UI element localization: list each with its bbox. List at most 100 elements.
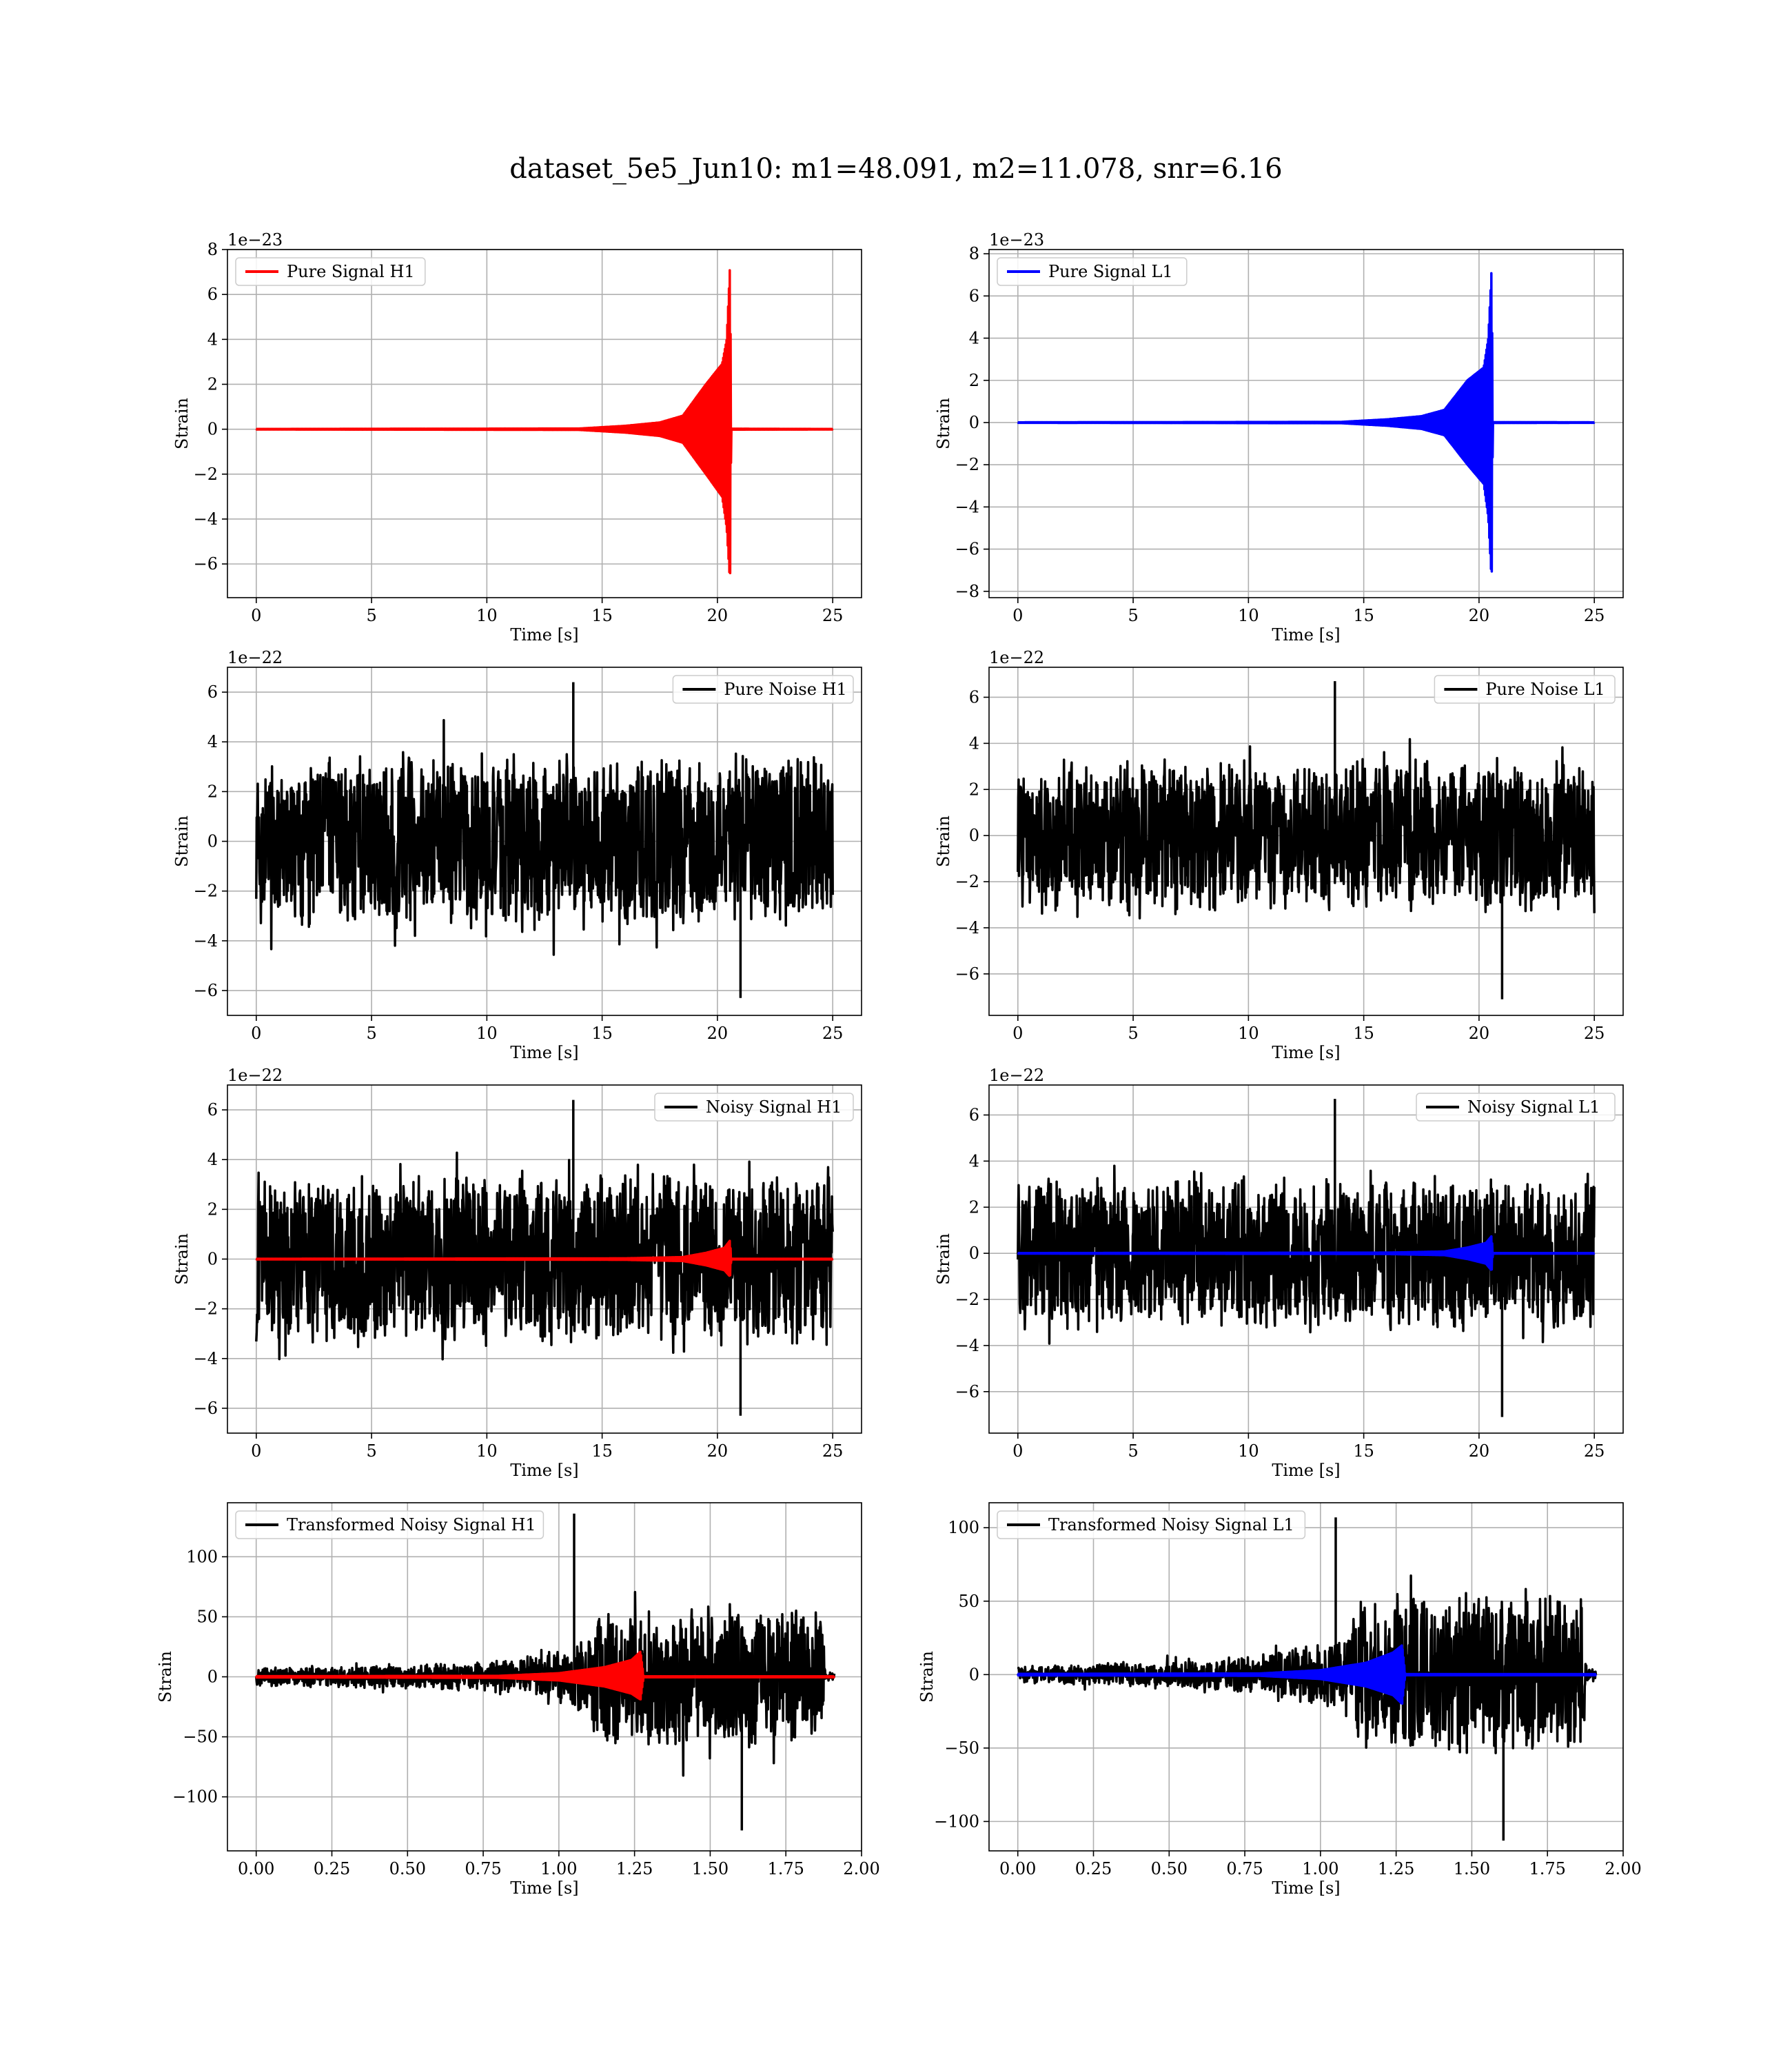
legend-box bbox=[1416, 1093, 1616, 1122]
legend-label: Transformed Noisy Signal H1 bbox=[287, 1515, 536, 1534]
x-tick-label: 25 bbox=[822, 1024, 844, 1043]
legend-box bbox=[997, 1510, 1306, 1539]
y-tick-label: −2 bbox=[955, 872, 979, 891]
x-tick-label: 0.25 bbox=[1075, 1859, 1112, 1878]
x-tick-label: 25 bbox=[822, 1441, 844, 1461]
axes-frame bbox=[988, 249, 1624, 598]
offset-text: 1e−22 bbox=[989, 648, 1044, 667]
y-axis-label: Strain bbox=[156, 1651, 175, 1703]
y-tick-label: −4 bbox=[955, 497, 979, 516]
x-tick-label: 0 bbox=[1012, 606, 1023, 625]
x-tick-label: 20 bbox=[1469, 1024, 1490, 1043]
y-tick-label: 2 bbox=[207, 374, 218, 394]
figure-title: dataset_5e5_Jun10: m1=48.091, m2=11.078,… bbox=[509, 153, 1283, 185]
x-tick-label: 5 bbox=[1128, 1024, 1138, 1043]
offset-text: 1e−22 bbox=[989, 1066, 1044, 1085]
x-tick-label: 5 bbox=[1128, 606, 1138, 625]
legend: Transformed Noisy Signal H1 bbox=[235, 1510, 544, 1539]
legend: Pure Signal H1 bbox=[235, 257, 426, 286]
y-tick-label: 50 bbox=[196, 1607, 218, 1626]
offset-text: 1e−23 bbox=[227, 230, 283, 250]
x-axis-label: Time [s] bbox=[510, 1043, 578, 1062]
y-tick-label: 0 bbox=[969, 413, 979, 432]
subplot-noisy-signal-l1: 0 5 10 15 20 25 −6 −4 −2 0 2 4 6 Time [s] Strain 1e−22 N… bbox=[934, 1066, 1624, 1480]
y-tick-label: −6 bbox=[194, 554, 218, 574]
legend-box bbox=[1434, 675, 1616, 704]
y-axis-label: Strain bbox=[172, 815, 192, 867]
y-tick-label: 4 bbox=[207, 732, 218, 751]
offset-text: 1e−22 bbox=[227, 1066, 283, 1085]
y-tick-label: 2 bbox=[969, 1197, 979, 1217]
y-tick-label: −4 bbox=[194, 931, 218, 951]
x-tick-label: 2.00 bbox=[843, 1859, 879, 1878]
x-tick-label: 15 bbox=[1353, 1441, 1374, 1461]
y-tick-label: −4 bbox=[194, 1349, 218, 1368]
y-tick-label: 4 bbox=[969, 733, 979, 753]
y-tick-label: 0 bbox=[207, 832, 218, 851]
x-tick-label: 20 bbox=[1469, 1441, 1490, 1461]
x-tick-label: 0.75 bbox=[1226, 1859, 1263, 1878]
x-tick-label: 0.50 bbox=[1151, 1859, 1188, 1878]
y-tick-label: 100 bbox=[948, 1518, 979, 1537]
y-tick-label: −6 bbox=[955, 1382, 979, 1401]
x-tick-label: 10 bbox=[476, 1024, 498, 1043]
series-pure-noise-h1 bbox=[255, 682, 834, 998]
y-tick-label: 100 bbox=[186, 1547, 218, 1566]
axes-frame bbox=[227, 249, 862, 598]
y-axis-label: Strain bbox=[172, 1233, 192, 1285]
subplot-noisy-signal-h1: 0 5 10 15 20 25 −6 −4 −2 0 2 4 6 Time [s] Strain 1e−22 N… bbox=[172, 1066, 862, 1480]
x-tick-label: 20 bbox=[707, 1441, 729, 1461]
x-tick-label: 1.25 bbox=[1378, 1859, 1414, 1878]
legend: Pure Noise H1 bbox=[672, 675, 854, 704]
y-axis-label: Strain bbox=[934, 815, 953, 867]
x-axis-label: Time [s] bbox=[510, 1461, 578, 1480]
x-tick-label: 10 bbox=[476, 606, 498, 625]
x-tick-label: 0.50 bbox=[389, 1859, 426, 1878]
y-tick-label: 8 bbox=[207, 240, 218, 259]
y-tick-label: −2 bbox=[955, 455, 979, 474]
x-tick-label: 5 bbox=[366, 606, 376, 625]
x-tick-label: 0.00 bbox=[238, 1859, 274, 1878]
x-tick-label: 0 bbox=[1012, 1024, 1023, 1043]
x-tick-label: 5 bbox=[366, 1024, 376, 1043]
y-tick-label: 6 bbox=[969, 1105, 979, 1124]
x-tick-label: 1.75 bbox=[767, 1859, 804, 1878]
y-tick-label: 6 bbox=[207, 1100, 218, 1119]
subplot-pure-signal-h1: 0 5 10 15 20 25 −6 −4 −2 0 2 4 6 8 Time [s] Strain 1e−23… bbox=[172, 230, 862, 645]
legend: Pure Signal L1 bbox=[997, 257, 1188, 286]
y-tick-label: 0 bbox=[969, 1244, 979, 1263]
x-tick-label: 1.00 bbox=[1302, 1859, 1338, 1878]
x-tick-label: 1.00 bbox=[540, 1859, 577, 1878]
x-tick-label: 25 bbox=[1584, 606, 1605, 625]
legend-box bbox=[997, 257, 1188, 286]
y-tick-label: −6 bbox=[955, 964, 979, 984]
x-tick-label: 10 bbox=[1238, 606, 1259, 625]
x-tick-label: 25 bbox=[822, 606, 844, 625]
x-tick-label: 1.25 bbox=[616, 1859, 653, 1878]
y-tick-label: 6 bbox=[207, 682, 218, 702]
legend-box bbox=[654, 1093, 854, 1122]
y-tick-label: −100 bbox=[934, 1812, 979, 1831]
legend: Pure Noise L1 bbox=[1434, 675, 1616, 704]
legend-box bbox=[235, 1510, 544, 1539]
x-tick-label: 5 bbox=[366, 1441, 376, 1461]
y-tick-label: −2 bbox=[194, 882, 218, 901]
y-tick-label: −2 bbox=[955, 1290, 979, 1309]
y-tick-label: −6 bbox=[194, 1399, 218, 1418]
y-tick-label: 2 bbox=[969, 780, 979, 799]
legend-box bbox=[235, 257, 426, 286]
x-tick-label: 25 bbox=[1584, 1024, 1605, 1043]
y-tick-label: −2 bbox=[194, 465, 218, 484]
x-tick-label: 10 bbox=[1238, 1441, 1259, 1461]
x-tick-label: 25 bbox=[1584, 1441, 1605, 1461]
x-tick-label: 0 bbox=[251, 1441, 261, 1461]
y-tick-label: 2 bbox=[207, 1199, 218, 1219]
x-tick-label: 20 bbox=[1469, 606, 1490, 625]
y-tick-label: 2 bbox=[207, 782, 218, 801]
axes-frame bbox=[988, 1502, 1624, 1852]
legend-box bbox=[672, 675, 854, 704]
x-tick-label: 0.00 bbox=[999, 1859, 1036, 1878]
legend-label: Pure Signal H1 bbox=[287, 262, 415, 281]
y-tick-label: −100 bbox=[172, 1787, 218, 1807]
